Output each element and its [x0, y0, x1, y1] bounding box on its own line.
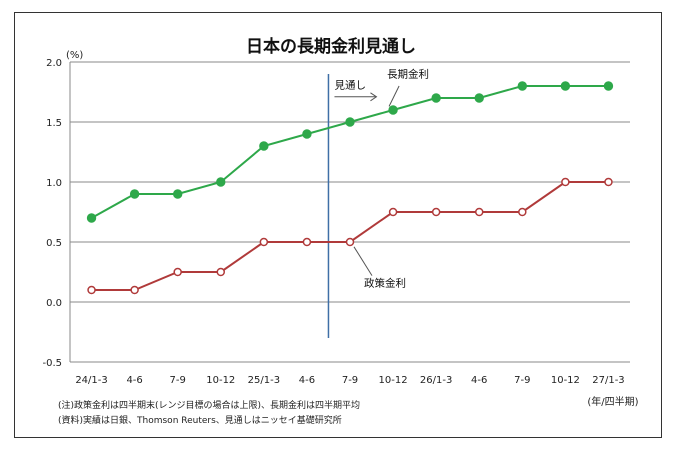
- x-tick-label: 10-12: [551, 375, 580, 386]
- x-tick-label: 7-9: [342, 375, 358, 386]
- x-tick-label: 4-6: [299, 375, 315, 386]
- data-point: [345, 117, 355, 127]
- data-point: [474, 207, 484, 217]
- data-point: [345, 237, 355, 247]
- series-label: 政策金利: [364, 276, 406, 289]
- data-point: [259, 141, 269, 151]
- data-point: [474, 93, 484, 103]
- data-point: [173, 267, 182, 277]
- y-axis-unit: (%): [66, 50, 83, 61]
- forecast-label: 見通し: [334, 79, 366, 91]
- chart-frame: [14, 12, 662, 438]
- series-leader-line: [388, 85, 400, 107]
- data-point: [172, 189, 183, 199]
- note-line-2: (資料)実績は日銀、Thomson Reuters、見通しはニッセイ基礎研究所: [58, 414, 342, 426]
- x-tick-label: 10-12: [206, 375, 235, 386]
- x-tick-label: 7-9: [170, 375, 186, 386]
- series-leader-line: [353, 246, 373, 276]
- data-point: [604, 177, 613, 187]
- data-point: [388, 207, 398, 217]
- data-point: [603, 81, 614, 91]
- y-tick-label: 0.5: [46, 238, 62, 249]
- y-tick-label: 0.0: [46, 298, 62, 309]
- data-point: [561, 177, 570, 187]
- x-axis-unit: (年/四半期): [587, 395, 638, 408]
- x-tick-label: 4-6: [471, 375, 487, 386]
- data-point: [388, 105, 398, 115]
- x-tick-label: 25/1-3: [248, 375, 280, 386]
- y-tick-label: 2.0: [46, 58, 62, 69]
- data-point: [130, 285, 139, 295]
- y-tick-label: -0.5: [42, 358, 62, 369]
- forecast-arrow-head: [370, 92, 378, 102]
- x-tick-label: 24/1-3: [75, 375, 107, 386]
- x-tick-label: 10-12: [379, 375, 408, 386]
- x-tick-label: 26/1-3: [420, 375, 452, 386]
- data-point: [216, 177, 226, 187]
- data-point: [302, 129, 312, 139]
- data-point: [431, 93, 441, 103]
- data-point: [560, 81, 571, 91]
- data-point: [87, 285, 96, 295]
- data-point: [259, 237, 269, 247]
- y-tick-label: 1.5: [46, 118, 62, 129]
- data-point: [302, 237, 312, 247]
- data-point: [129, 189, 140, 199]
- series-line: [91, 181, 609, 291]
- note-line-1: (注)政策金利は四半期末(レンジ目標の場合は上限)、長期金利は四半期平均: [58, 399, 360, 411]
- x-tick-label: 7-9: [514, 375, 530, 386]
- data-point: [216, 267, 226, 277]
- chart-title: 日本の長期金利見通し: [246, 36, 416, 57]
- x-tick-label: 27/1-3: [592, 375, 624, 386]
- series-label: 長期金利: [387, 68, 429, 81]
- data-point: [518, 207, 527, 217]
- y-tick-label: 1.0: [46, 178, 62, 189]
- data-point: [517, 81, 528, 91]
- x-tick-label: 4-6: [126, 375, 142, 386]
- series-line: [91, 85, 609, 219]
- data-point: [86, 213, 97, 223]
- data-point: [431, 207, 441, 217]
